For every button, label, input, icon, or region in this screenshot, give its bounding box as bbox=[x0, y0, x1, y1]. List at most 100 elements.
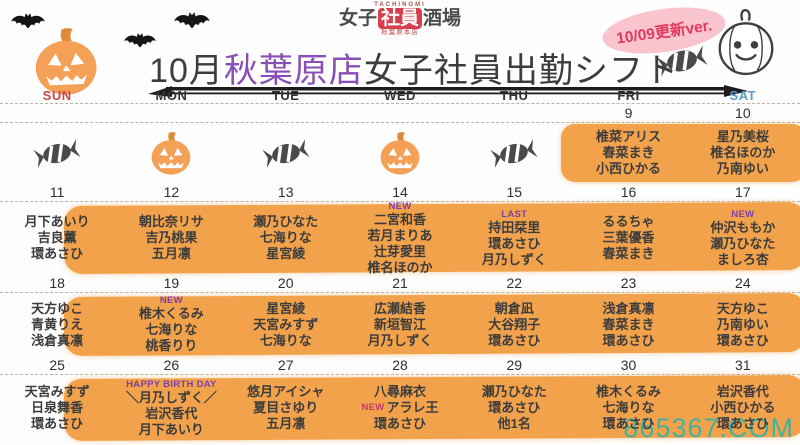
day-header: MON bbox=[155, 88, 188, 103]
shift-name: 瀬乃ひなた bbox=[710, 235, 776, 251]
day-header: THU bbox=[500, 88, 529, 103]
shift-name: 環あさひ bbox=[602, 416, 655, 431]
shift-name: 環あさひ bbox=[716, 332, 769, 348]
jack-o-lantern-icon bbox=[377, 130, 423, 176]
week-content-row: 天方ゆこ 青黄りえ 浅倉真凛 NEW 椎木くるみ 七海りな 桃香りり 星宮綾 天宮みすず 七海りな… bbox=[0, 293, 800, 356]
shift-name: 天宮みすず bbox=[24, 384, 90, 399]
shift-name: 天宮みすず bbox=[253, 316, 319, 332]
shift-name: 夏目さゆり bbox=[253, 400, 319, 415]
day-header: WED bbox=[384, 88, 416, 103]
date-cell: 14 bbox=[392, 184, 408, 200]
shift-name: 乃南ゆい bbox=[716, 316, 769, 332]
shift-name: 新垣智江 bbox=[373, 316, 426, 332]
shift-name: 岩沢香代 bbox=[145, 405, 198, 421]
week-content-row: 天宮みすず 日泉舞香 環あさひ HAPPY BIRTH DAY ＼月乃しずく／ 岩沢香代月… bbox=[0, 375, 800, 441]
new-tag: NEW bbox=[159, 295, 183, 306]
shift-cell: 天方ゆこ 青黄りえ 浅倉真凛 bbox=[0, 293, 114, 356]
shift-name: 椎名ほのか bbox=[367, 259, 433, 275]
shift-name: 七海りな bbox=[259, 332, 312, 348]
shift-name: 悠月アイシャ bbox=[247, 384, 325, 399]
shift-name: 天方ゆこ bbox=[31, 300, 84, 316]
shift-name: ＼月乃しずく／ bbox=[126, 389, 217, 405]
shift-name: 小西ひかる bbox=[596, 161, 662, 176]
date-cell: 20 bbox=[277, 275, 294, 291]
shift-name: 朝比奈リサ bbox=[138, 214, 204, 229]
date-cell bbox=[114, 104, 228, 105]
date-cell: 21 bbox=[392, 275, 408, 291]
week-content-row: 椎菜アリス 春菜まき 小西ひかる 星乃美桜 椎名ほのか 乃南ゆい bbox=[0, 123, 800, 183]
new-tag: NEW bbox=[731, 208, 755, 220]
shift-name: 椎木くるみ bbox=[596, 384, 661, 399]
shift-cell: 八尋麻衣 NEW アラレ王 環あさひ bbox=[343, 375, 457, 441]
shift-name: 環あさひ bbox=[488, 400, 541, 415]
shift-cell: るるちゃ 三葉優香 春菜まき bbox=[571, 202, 685, 274]
shift-name: 天方ゆこ bbox=[716, 300, 769, 316]
shift-name: 月下あいり bbox=[138, 421, 204, 437]
date-cell: 27 bbox=[277, 357, 294, 373]
shift-name: 月乃しずく bbox=[367, 332, 433, 348]
date-cell bbox=[457, 104, 571, 105]
shift-name: 日泉舞香 bbox=[31, 400, 84, 415]
shift-name: 星乃美桜 bbox=[716, 129, 769, 144]
date-cell: 25 bbox=[49, 357, 65, 373]
shift-name: 持田栞里 bbox=[488, 219, 541, 235]
date-cell: 29 bbox=[506, 357, 523, 373]
bat-icon bbox=[123, 32, 157, 53]
dates-row: 11 12 13 14 15 16 17 bbox=[0, 183, 800, 202]
shift-name: 春菜まき bbox=[602, 145, 655, 160]
bat-icon bbox=[173, 11, 211, 34]
shift-cell: 浅倉真凛 春菜まき 環あさひ bbox=[571, 293, 685, 356]
store-name: 秋葉原店 bbox=[223, 52, 364, 90]
watermark: 865367.COM bbox=[623, 413, 794, 443]
date-cell: 15 bbox=[506, 184, 523, 200]
shift-name: 小西ひかる bbox=[710, 400, 776, 415]
shift-cell bbox=[229, 123, 343, 183]
dates-row: 18 19 20 21 22 23 24 bbox=[0, 274, 800, 293]
shift-name: 吉乃桃果 bbox=[145, 230, 198, 245]
date-cell: 24 bbox=[735, 275, 751, 291]
date-cell: 11 bbox=[49, 184, 65, 200]
shift-name: 椎木くるみ bbox=[139, 306, 204, 321]
day-header: SAT bbox=[729, 88, 757, 103]
shift-name: 若月まりあ bbox=[367, 227, 433, 243]
logo-top-text: TACHINOMI bbox=[374, 2, 426, 8]
shift-name: 瀬乃ひなた bbox=[253, 214, 319, 229]
jack-o-lantern-icon bbox=[29, 24, 104, 103]
logo-boxed-text: 社員 bbox=[377, 7, 423, 29]
date-cell: 9 bbox=[624, 105, 633, 121]
shift-cell: 星乃美桜 椎名ほのか 乃南ゆい bbox=[686, 123, 800, 183]
shift-name: 環あさひ bbox=[488, 235, 541, 251]
bat-icon bbox=[10, 12, 46, 34]
shift-name: 七海りな bbox=[259, 230, 312, 245]
candy-icon bbox=[262, 138, 310, 169]
date-cell bbox=[229, 104, 343, 105]
logo-sub-text: 秋葉原本店 bbox=[381, 29, 419, 37]
shift-name: 浅倉真凛 bbox=[602, 300, 655, 316]
new-tag: NEW bbox=[388, 200, 412, 212]
calendar: SUN MON TUE WED THU FRI SAT 9 10 椎菜アリス 春菜まき 小西ひかる 星乃… bbox=[0, 88, 800, 441]
shift-name: 七海りな bbox=[602, 400, 655, 415]
date-cell: 17 bbox=[735, 184, 751, 200]
shift-name: 青黄りえ bbox=[31, 316, 84, 332]
date-cell: 10 bbox=[735, 105, 751, 121]
new-tag: NEW bbox=[361, 402, 385, 413]
date-cell bbox=[343, 104, 457, 105]
date-cell: 19 bbox=[163, 275, 180, 291]
shift-cell: 瀬乃ひなた 七海りな 星宮綾 bbox=[229, 202, 343, 274]
shift-name: 環あさひ bbox=[602, 332, 655, 348]
shift-cell: 岩沢香代 小西ひかる 環あさひ bbox=[686, 375, 800, 441]
shift-cell bbox=[457, 123, 571, 183]
day-header: TUE bbox=[271, 88, 300, 103]
shift-name: 乃南ゆい bbox=[716, 161, 769, 176]
dates-row: 25 26 27 28 29 30 31 bbox=[0, 356, 800, 375]
shift-name: 瀬乃ひなた bbox=[481, 384, 547, 399]
shift-name: 広瀬結香 bbox=[373, 300, 426, 316]
day-header: SUN bbox=[42, 88, 72, 103]
shift-name: 大谷翔子 bbox=[488, 316, 541, 332]
shift-name: 春菜まき bbox=[602, 316, 655, 332]
shift-name: 春菜まき bbox=[602, 246, 655, 261]
title-divider bbox=[148, 83, 748, 104]
white-pumpkin-icon bbox=[716, 9, 776, 82]
date-cell: 31 bbox=[735, 357, 751, 373]
shift-name: 椎名ほのか bbox=[710, 145, 776, 160]
